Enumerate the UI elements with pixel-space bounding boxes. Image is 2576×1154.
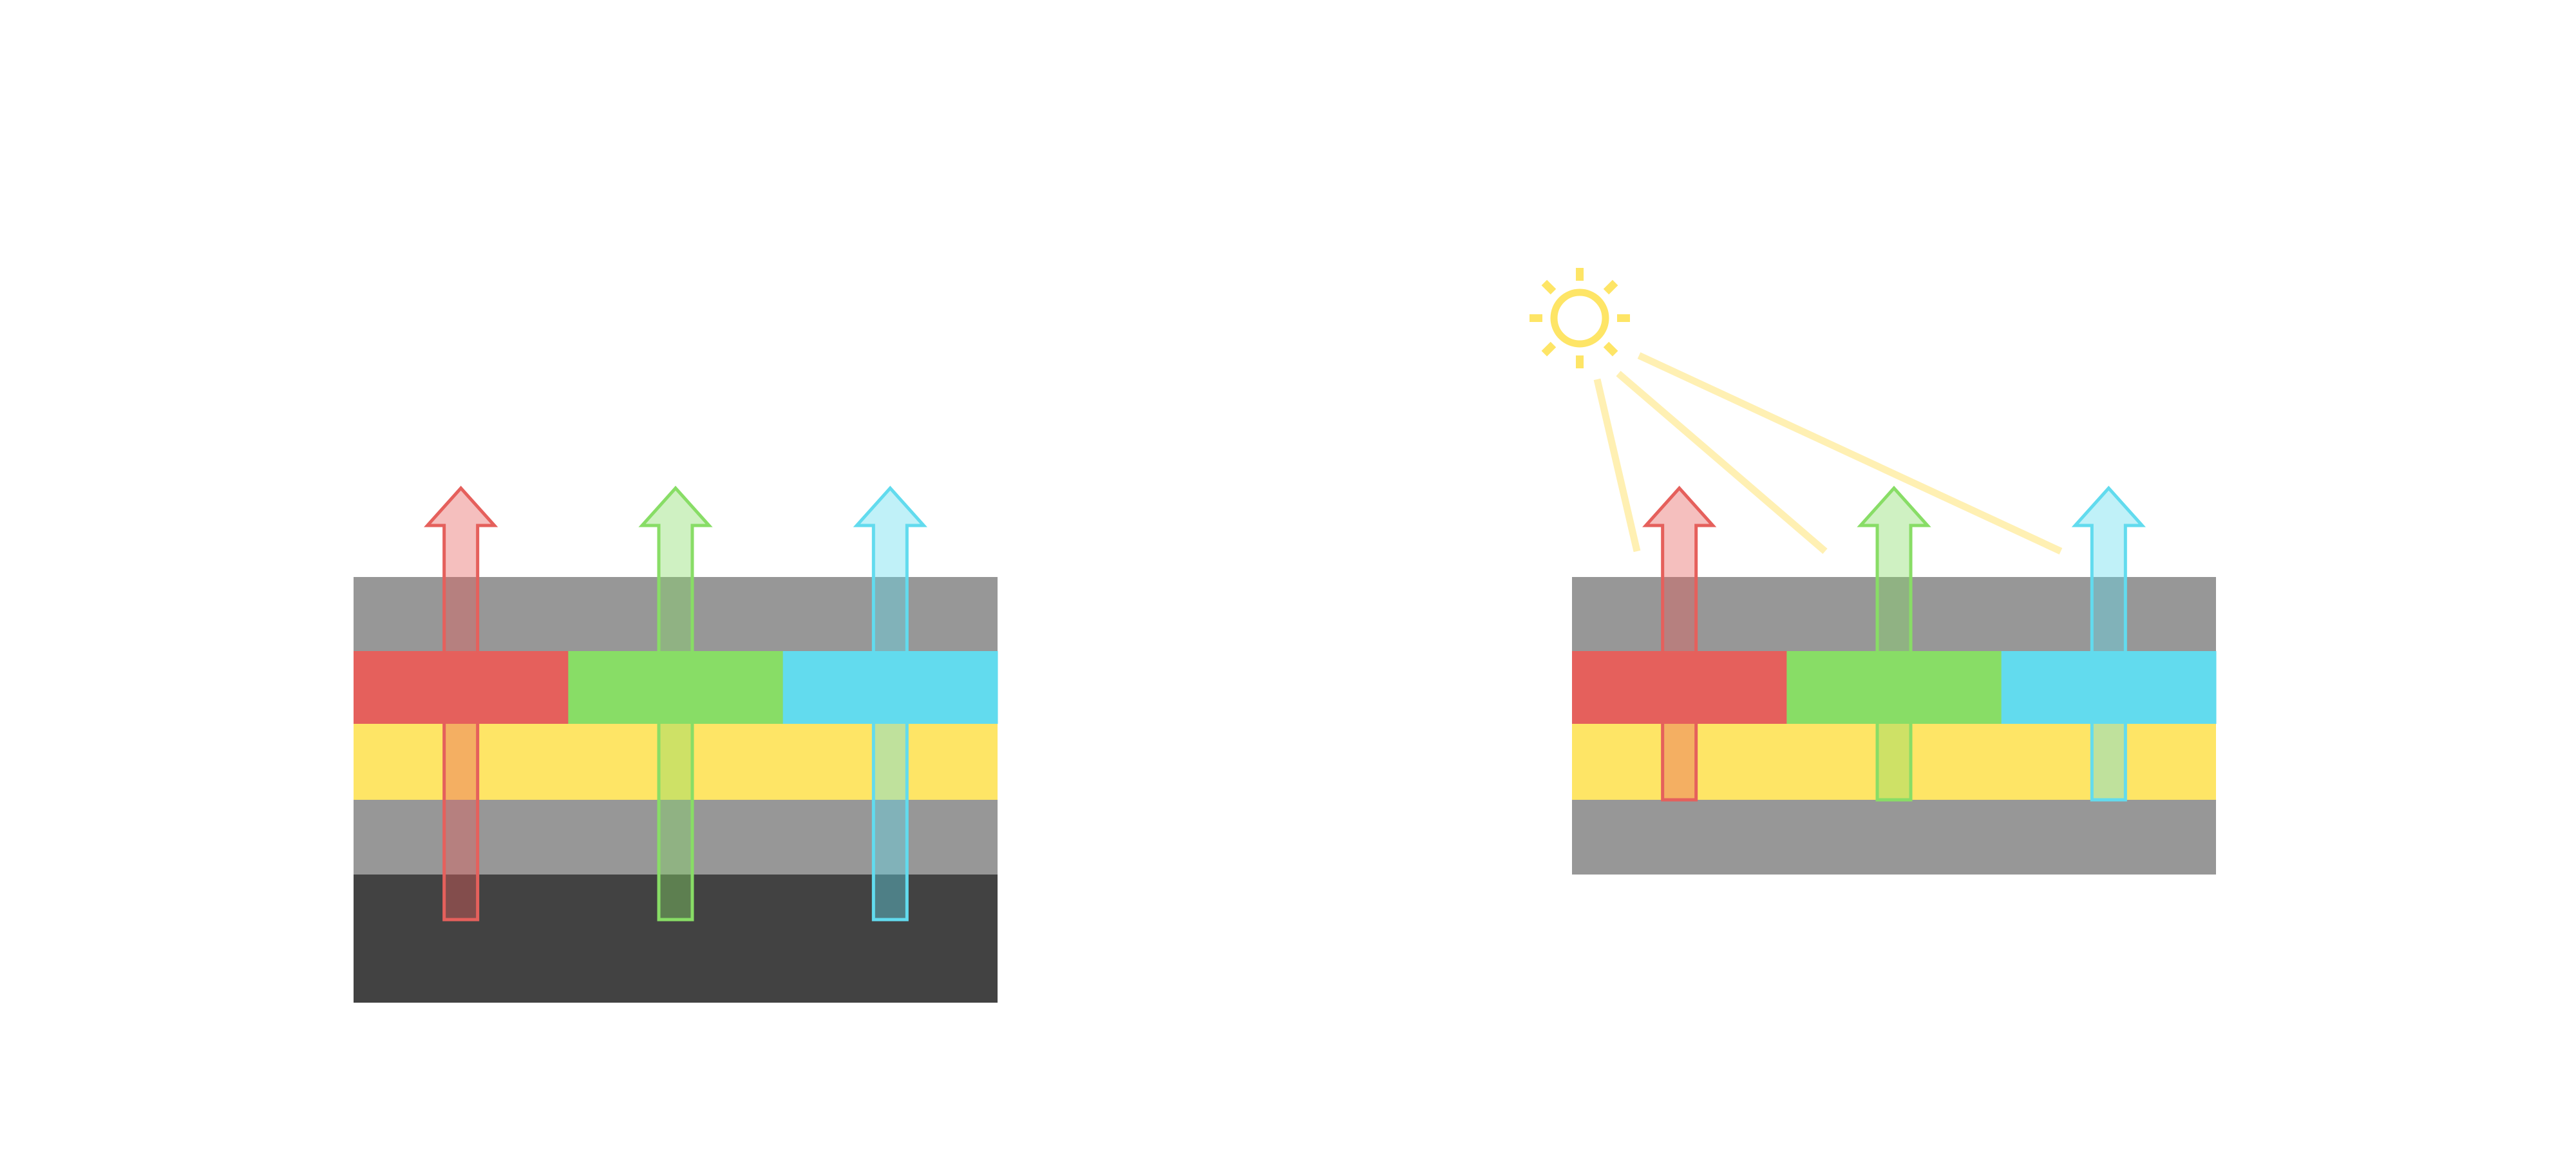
top-gray-layer bbox=[1572, 577, 2216, 651]
green-filter-segment bbox=[1786, 651, 2002, 724]
sun-beams bbox=[1593, 352, 2063, 554]
light-beam bbox=[1637, 352, 2063, 554]
yellow-layer bbox=[354, 724, 998, 800]
cyan-filter-segment bbox=[2001, 651, 2217, 724]
dark-base-layer bbox=[354, 875, 998, 1003]
light-beam bbox=[1593, 378, 1641, 553]
top-gray-layer bbox=[354, 577, 998, 651]
sun-ray bbox=[1603, 279, 1618, 295]
bottom-gray-layer bbox=[354, 800, 998, 875]
red-filter-segment bbox=[354, 651, 569, 724]
left-stack bbox=[354, 486, 998, 1003]
sun-ray bbox=[1541, 279, 1557, 295]
sun-ray bbox=[1603, 341, 1618, 357]
cyan-filter-segment bbox=[782, 651, 998, 724]
sun-icon bbox=[1530, 268, 1630, 368]
light-beam bbox=[1616, 370, 1828, 554]
red-filter-segment bbox=[1572, 651, 1787, 724]
sun-ray bbox=[1541, 341, 1557, 357]
green-filter-segment bbox=[568, 651, 784, 724]
sun-disc bbox=[1550, 288, 1609, 348]
yellow-layer bbox=[1572, 724, 2216, 800]
right-stack bbox=[1572, 486, 2217, 875]
bottom-gray-layer bbox=[1572, 800, 2216, 875]
